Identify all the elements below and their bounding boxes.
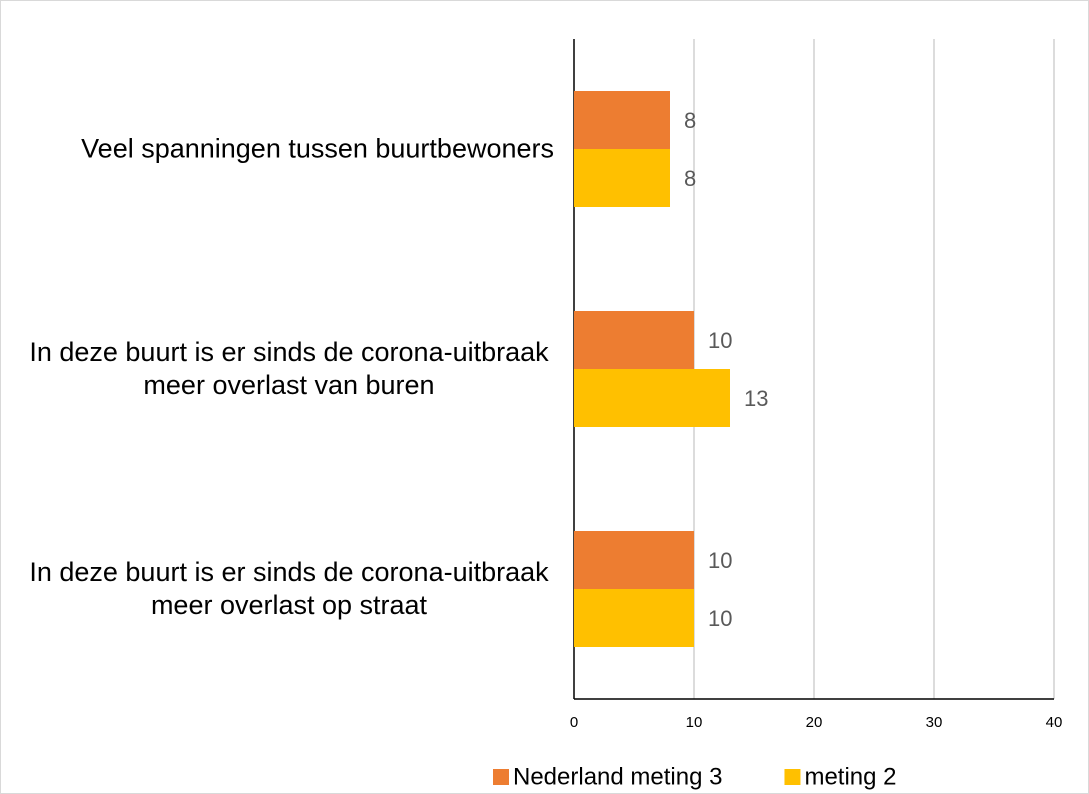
data-label: 10 (708, 328, 732, 353)
x-tick-label: 20 (806, 714, 823, 731)
legend-swatch (784, 769, 801, 785)
bar (574, 531, 694, 589)
legend-swatch (493, 769, 509, 785)
legend-label: meting 2 (804, 763, 896, 790)
bar (574, 149, 670, 207)
x-tick-label: 30 (926, 714, 943, 731)
x-tick-label: 0 (570, 714, 578, 731)
x-tick-label: 40 (1046, 714, 1063, 731)
y-tick-label: In deze buurt is er sinds de corona-uitb… (29, 557, 549, 620)
data-label: 10 (708, 606, 732, 631)
data-label: 10 (708, 548, 732, 573)
bar (574, 589, 694, 647)
x-tick-label: 10 (686, 714, 703, 731)
bar (574, 91, 670, 149)
legend-label: Nederland meting 3 (513, 763, 722, 790)
data-label: 13 (744, 386, 768, 411)
y-tick-label: Veel spanningen tussen buurtbewoners (81, 133, 554, 164)
data-label: 8 (684, 166, 696, 191)
y-tick-label: In deze buurt is er sinds de corona-uitb… (29, 337, 549, 400)
bar (574, 311, 694, 369)
bar (574, 369, 730, 427)
data-label: 8 (684, 108, 696, 133)
